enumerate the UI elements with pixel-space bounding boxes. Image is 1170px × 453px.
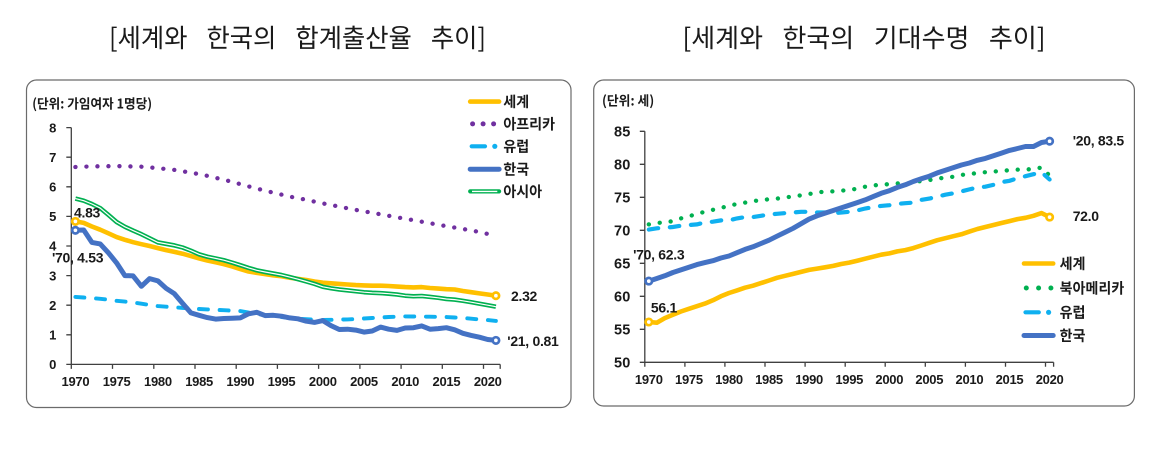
svg-text:1985: 1985 [755,372,783,387]
svg-text:2.32: 2.32 [511,288,538,304]
svg-text:65: 65 [614,256,631,272]
svg-text:50: 50 [614,355,631,371]
svg-text:70: 70 [614,223,631,239]
svg-text:'20, 83.5: '20, 83.5 [1073,132,1125,148]
svg-text:7: 7 [49,150,56,165]
svg-text:1995: 1995 [268,374,296,389]
svg-text:80: 80 [614,157,631,173]
svg-text:2005: 2005 [350,374,378,389]
svg-text:1985: 1985 [185,374,213,389]
svg-text:'21, 0.81: '21, 0.81 [507,333,559,349]
svg-text:1990: 1990 [226,374,254,389]
svg-text:1975: 1975 [103,374,131,389]
svg-text:1980: 1980 [144,374,172,389]
svg-text:'70, 4.53: '70, 4.53 [52,250,104,266]
svg-text:5: 5 [49,209,56,224]
svg-text:1975: 1975 [675,372,703,387]
svg-text:1970: 1970 [62,374,90,389]
svg-text:2010: 2010 [391,374,419,389]
svg-text:72.0: 72.0 [1073,208,1100,224]
svg-text:8: 8 [49,120,56,135]
svg-text:6: 6 [49,180,56,195]
svg-text:'70, 62.3: '70, 62.3 [633,247,685,263]
svg-text:2000: 2000 [875,372,903,387]
svg-text:2010: 2010 [956,372,984,387]
svg-text:0: 0 [49,357,56,372]
svg-text:2005: 2005 [915,372,943,387]
svg-text:56.1: 56.1 [651,300,678,316]
svg-text:2020: 2020 [474,374,502,389]
svg-text:2015: 2015 [996,372,1024,387]
svg-text:55: 55 [614,322,631,338]
svg-text:1995: 1995 [835,372,863,387]
svg-text:4.83: 4.83 [74,205,101,221]
svg-text:1990: 1990 [795,372,823,387]
svg-text:1: 1 [49,328,56,343]
svg-text:4: 4 [49,239,57,254]
svg-text:1980: 1980 [715,372,743,387]
svg-text:1970: 1970 [635,372,663,387]
svg-text:85: 85 [614,124,631,140]
svg-text:2020: 2020 [1036,372,1064,387]
svg-text:2015: 2015 [433,374,461,389]
svg-text:75: 75 [614,190,631,206]
svg-text:2: 2 [49,298,56,313]
svg-text:2000: 2000 [309,374,337,389]
svg-text:60: 60 [614,289,631,305]
svg-text:3: 3 [49,268,56,283]
